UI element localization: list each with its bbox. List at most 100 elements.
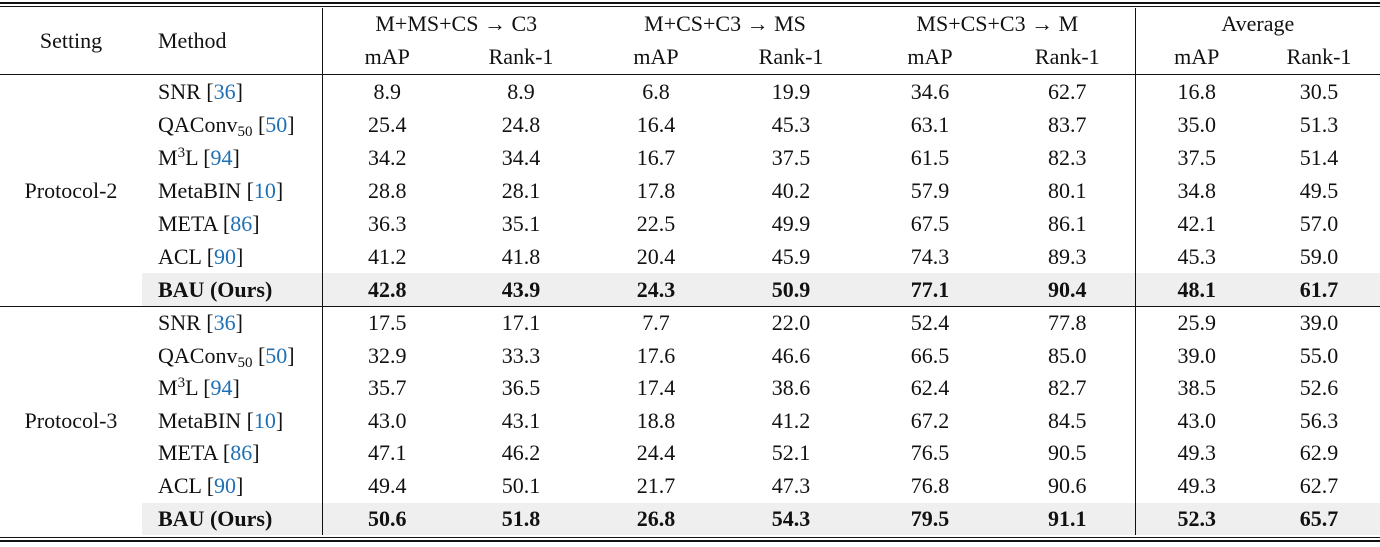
header-map: mAP bbox=[590, 40, 723, 75]
value-c3-rank1: 51.8 bbox=[452, 502, 591, 536]
method-base: MetaBIN bbox=[158, 407, 242, 433]
value-m-map: 63.1 bbox=[910, 112, 950, 137]
setting-label: Protocol-2 bbox=[0, 74, 142, 307]
table-row: QAConv50 [50] 32.9 33.3 17.6 46.6 66.5 85.0 39.… bbox=[0, 339, 1380, 373]
method-base: M bbox=[158, 145, 178, 170]
value-m-map: 67.5 bbox=[910, 211, 950, 236]
method-name: META [86] bbox=[158, 211, 260, 236]
value-avg-rank1: 51.3 bbox=[1299, 112, 1339, 137]
method-base: ACL bbox=[158, 472, 202, 498]
value-ms-map: 7.7 bbox=[642, 310, 670, 335]
value-avg-rank1: 39.0 bbox=[1299, 310, 1339, 335]
value-m-map: 61.5 bbox=[910, 145, 950, 170]
citation-link[interactable]: 10 bbox=[253, 178, 276, 203]
value-m-rank1: 82.3 bbox=[1048, 145, 1087, 170]
value-avg-map: 45.3 bbox=[1134, 240, 1259, 273]
value-ms-map: 22.5 bbox=[636, 211, 676, 236]
citation-link[interactable]: 94 bbox=[210, 375, 233, 401]
value-ms-rank1: 47.3 bbox=[771, 472, 811, 498]
value-avg-map: 35.0 bbox=[1134, 108, 1259, 141]
header-row-groups: Setting Method M+MS+CS → C3 M+CS+C3 → MS… bbox=[0, 8, 1380, 75]
value-avg-map: 43.0 bbox=[1134, 404, 1259, 438]
header-group-ms: M+CS+C3 → MS bbox=[644, 11, 806, 36]
method-subscript: 50 bbox=[237, 354, 253, 371]
value-avg-rank1: 65.7 bbox=[1258, 502, 1380, 536]
method-base: BAU (Ours) bbox=[158, 505, 273, 531]
value-c3-rank1: 43.9 bbox=[452, 273, 591, 307]
results-table: Setting Method M+MS+CS → C3 M+CS+C3 → MS… bbox=[0, 8, 1380, 536]
table-body: Protocol-2 SNR [36] 8.9 8.9 6.8 19.9 34.6 62.7 1… bbox=[0, 74, 1380, 536]
citation-link[interactable]: 90 bbox=[214, 472, 237, 498]
method-base: META bbox=[158, 440, 218, 466]
table-row: QAConv50 [50] 25.4 24.8 16.4 45.3 63.1 83.7 35.… bbox=[0, 108, 1380, 141]
value-avg-map: 49.3 bbox=[1134, 469, 1259, 503]
value-c3-rank1: 34.4 bbox=[501, 145, 541, 170]
value-avg-map: 49.3 bbox=[1134, 437, 1259, 470]
value-m-rank1: 62.7 bbox=[1048, 79, 1087, 104]
value-m-rank1: 89.3 bbox=[1048, 244, 1087, 269]
value-c3-rank1: 17.1 bbox=[501, 310, 541, 335]
method-base: SNR bbox=[158, 310, 201, 335]
citation-link[interactable]: 50 bbox=[265, 112, 288, 137]
table-row: M3L [94] 35.7 36.5 17.4 38.6 62.4 82.7 38.5 52.6 bbox=[0, 372, 1380, 405]
value-avg-rank1: 61.7 bbox=[1258, 273, 1380, 307]
method-name: SNR [36] bbox=[158, 310, 243, 335]
value-m-rank1: 83.7 bbox=[1048, 112, 1087, 137]
value-m-map: 66.5 bbox=[910, 342, 950, 368]
value-c3-rank1: 28.1 bbox=[501, 178, 541, 203]
method-base: QAConv bbox=[158, 342, 238, 368]
value-ms-map: 20.4 bbox=[636, 244, 676, 269]
value-ms-rank1: 41.2 bbox=[771, 407, 811, 433]
value-ms-rank1: 49.9 bbox=[771, 211, 811, 236]
value-m-map: 76.8 bbox=[910, 472, 950, 498]
value-c3-rank1: 33.3 bbox=[501, 342, 541, 368]
value-c3-map: 41.2 bbox=[321, 240, 452, 273]
method-superscript: 3 bbox=[177, 145, 186, 161]
value-avg-rank1: 62.7 bbox=[1299, 472, 1339, 498]
value-c3-map: 8.9 bbox=[321, 74, 452, 108]
value-m-rank1: 86.1 bbox=[1048, 211, 1087, 236]
value-c3-map: 36.3 bbox=[321, 207, 452, 240]
value-m-rank1: 90.6 bbox=[1048, 472, 1087, 498]
method-suffix: L bbox=[185, 145, 198, 170]
method-name: M3L [94] bbox=[158, 145, 240, 170]
citation-link[interactable]: 36 bbox=[213, 79, 236, 104]
table-row: Protocol-2 SNR [36] 8.9 8.9 6.8 19.9 34.6 62.7 1… bbox=[0, 74, 1380, 307]
method-subscript: 50 bbox=[237, 124, 253, 140]
value-ms-rank1: 46.6 bbox=[771, 342, 811, 368]
table-row: M3L [94] 34.2 34.4 16.7 37.5 61.5 82.3 37.5 51.4 bbox=[0, 141, 1380, 174]
value-ms-rank1: 37.5 bbox=[771, 145, 811, 170]
value-avg-map: 52.3 bbox=[1134, 502, 1259, 536]
header-setting: Setting bbox=[0, 8, 142, 75]
value-m-map: 77.1 bbox=[860, 273, 1001, 307]
value-m-map: 79.5 bbox=[860, 502, 1001, 536]
method-base: M bbox=[158, 375, 178, 401]
citation-link[interactable]: 50 bbox=[265, 342, 288, 368]
method-name: META [86] bbox=[158, 440, 260, 466]
citation-link[interactable]: 36 bbox=[213, 310, 236, 335]
citation-link[interactable]: 86 bbox=[230, 211, 253, 236]
citation-link[interactable]: 86 bbox=[230, 440, 253, 466]
value-c3-map: 25.4 bbox=[321, 108, 452, 141]
value-avg-map: 38.5 bbox=[1134, 372, 1259, 405]
value-c3-map: 17.5 bbox=[321, 306, 452, 340]
table-row: Protocol-3 SNR [36] 17.5 17.1 7.7 22.0 52.4 77.… bbox=[0, 306, 1380, 433]
value-ms-rank1: 40.2 bbox=[771, 178, 811, 203]
setting-label: Protocol-3 bbox=[24, 408, 118, 434]
method-base: ACL bbox=[158, 244, 202, 269]
value-ms-map: 17.8 bbox=[636, 178, 676, 203]
header-rank1: Rank-1 bbox=[1258, 40, 1380, 75]
header-rank1: Rank-1 bbox=[722, 40, 861, 75]
citation-link[interactable]: 10 bbox=[253, 407, 276, 433]
method-base: MetaBIN bbox=[158, 178, 242, 203]
header-map: mAP bbox=[1134, 40, 1259, 75]
citation-link[interactable]: 90 bbox=[214, 244, 237, 269]
value-c3-map: 43.0 bbox=[321, 404, 452, 438]
value-c3-rank1: 8.9 bbox=[507, 79, 535, 104]
value-ms-map: 16.7 bbox=[636, 145, 676, 170]
citation-link[interactable]: 94 bbox=[210, 145, 233, 170]
value-c3-rank1: 50.1 bbox=[501, 472, 541, 498]
value-avg-rank1: 30.5 bbox=[1299, 79, 1339, 104]
value-m-map: 52.4 bbox=[910, 310, 950, 335]
